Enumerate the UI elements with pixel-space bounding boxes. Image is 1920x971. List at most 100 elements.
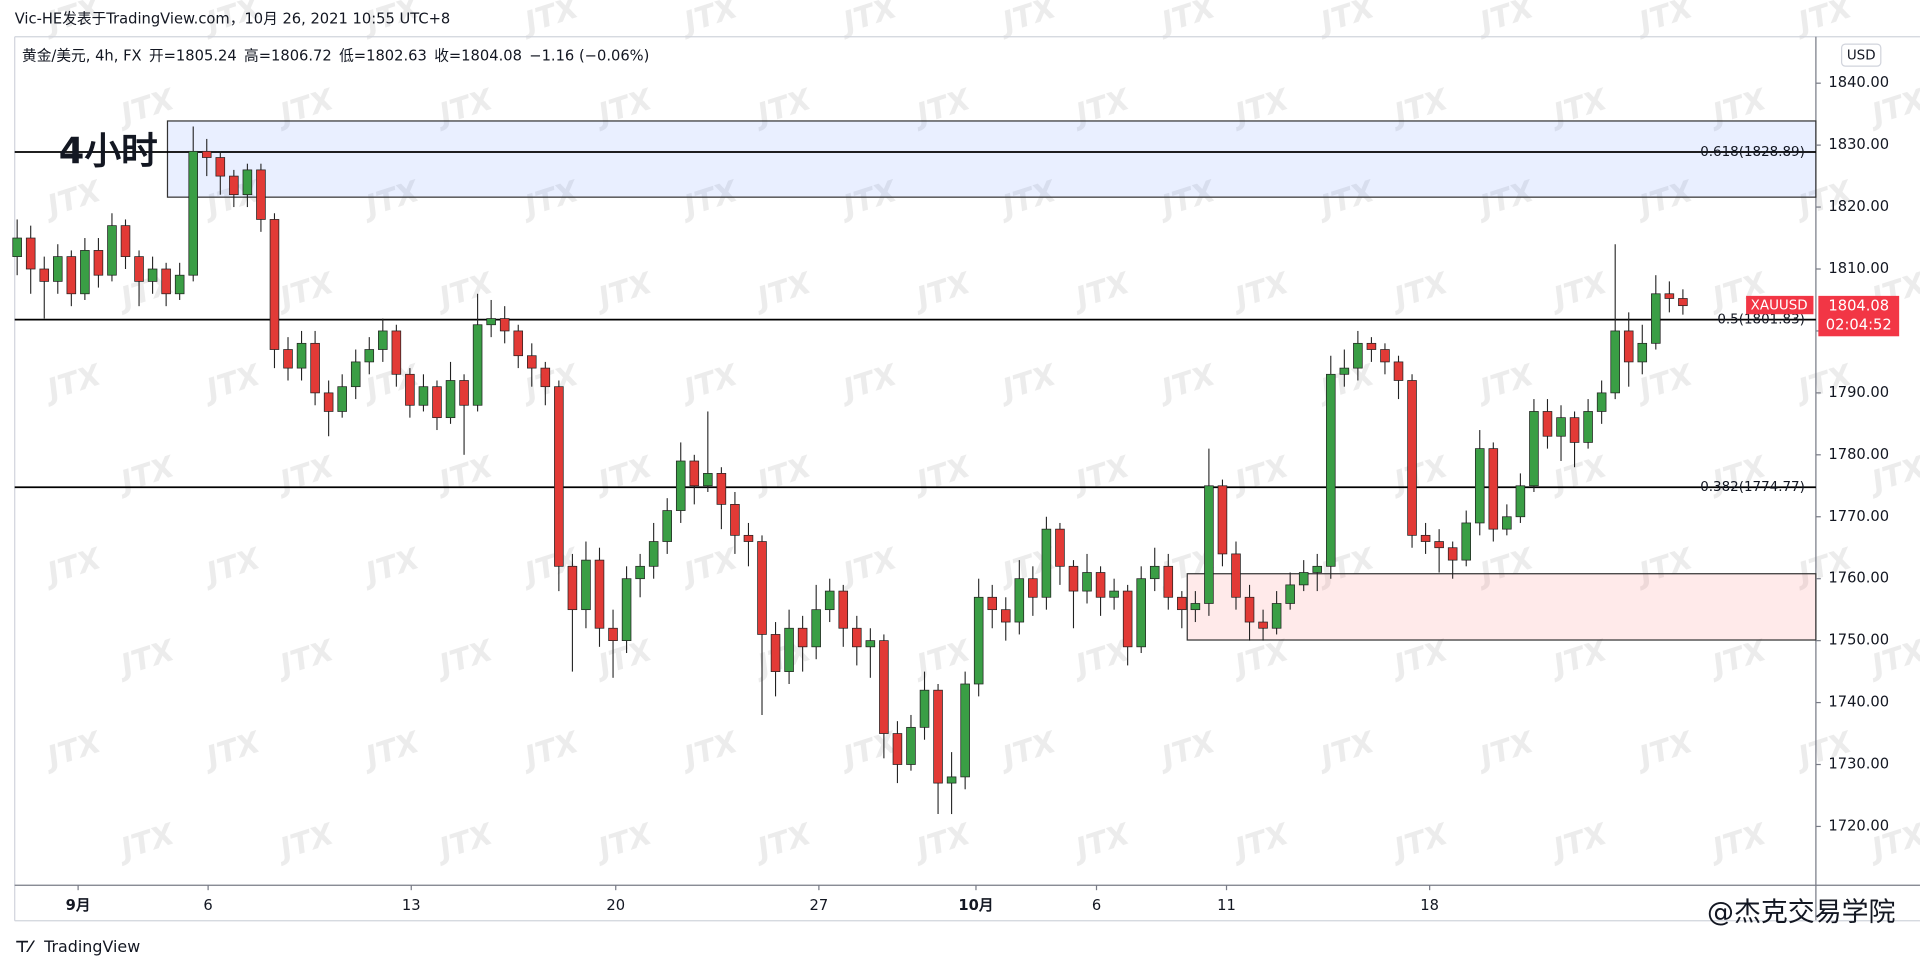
candle-body — [1380, 349, 1390, 363]
candle-body — [174, 274, 185, 295]
candle-body — [120, 225, 131, 257]
candle-body — [283, 349, 293, 369]
candle-body — [621, 578, 632, 641]
candle-body — [635, 565, 645, 580]
candle-body — [838, 590, 849, 629]
candle-body — [919, 689, 930, 728]
candle-body — [201, 150, 212, 158]
candle-body — [1095, 572, 1106, 598]
legend-item: 黄金/美元, 4h, FX — [22, 47, 142, 64]
candle-body — [1596, 392, 1607, 412]
x-tick-label: 20 — [606, 897, 625, 914]
candle-body — [459, 380, 469, 406]
candle-body — [784, 627, 794, 672]
candle-body — [1569, 417, 1580, 443]
candle-body — [1488, 448, 1499, 530]
logo-mark: ⊤⁄ — [15, 937, 36, 956]
candle-body — [1244, 596, 1255, 623]
candle-body — [1068, 565, 1079, 592]
level-label: 0.618(1828.89) — [1700, 145, 1805, 160]
candle-body — [852, 627, 862, 648]
candle-body — [161, 268, 171, 295]
currency-button[interactable] — [1841, 43, 1882, 67]
y-tick-label: 1810.00 — [1828, 260, 1889, 277]
candle-body — [1420, 534, 1431, 542]
candle-body — [1122, 590, 1133, 648]
candle-body — [242, 169, 253, 196]
candle-body — [1312, 565, 1323, 573]
candle-body — [147, 268, 158, 282]
legend-item: 开=1805.24 — [149, 47, 237, 64]
candle-body — [554, 386, 564, 567]
candle-body — [12, 237, 22, 257]
candle-body — [648, 541, 659, 567]
currency[interactable]: USD — [1847, 49, 1876, 64]
x-tick-label: 9月 — [66, 897, 91, 914]
plot: 0.618(1828.89) 0.5(1801.83) 0.382(1774.77) — [12, 120, 1817, 815]
candle-body — [1231, 553, 1241, 598]
candle-body — [337, 386, 347, 412]
candle-body — [486, 318, 496, 326]
candle-body — [689, 460, 700, 487]
candle-body — [1298, 572, 1309, 586]
candle-body — [1678, 298, 1688, 307]
candle-body — [1664, 293, 1675, 299]
candle-body — [1353, 342, 1363, 369]
candle-body — [946, 776, 957, 784]
candle-body — [391, 330, 402, 375]
candle-body — [1109, 590, 1119, 598]
candle-body — [472, 324, 483, 406]
candle-body — [1366, 342, 1377, 350]
candle-body — [906, 726, 916, 765]
candle-body — [229, 175, 239, 196]
y-tick-label: 1790.00 — [1828, 384, 1889, 401]
candle-body — [432, 386, 442, 419]
candle-body — [1556, 417, 1566, 437]
byline: Vic-HE发表于TradingView.com，10月 26, 2021 10… — [15, 11, 451, 28]
candle-body — [1447, 547, 1458, 561]
candle-body — [350, 361, 361, 388]
legend-item: 低=1802.63 — [339, 47, 427, 64]
candle-body — [1271, 603, 1282, 629]
x-tick-label: 6 — [1092, 897, 1101, 914]
candle-body — [1474, 448, 1485, 524]
candle-body — [1529, 411, 1539, 487]
candle-body — [1041, 528, 1052, 598]
zone — [166, 120, 1817, 198]
candle-body — [581, 559, 591, 611]
candle-body — [1434, 541, 1444, 549]
candle-body — [594, 559, 605, 629]
symbol-label: XAUUSD — [1751, 299, 1808, 314]
candle-body — [513, 330, 524, 357]
candle-body — [567, 565, 578, 611]
candle-body — [1542, 411, 1553, 437]
x-tick-label: 27 — [810, 897, 829, 914]
candle-body — [1014, 578, 1025, 623]
candle-body — [93, 250, 104, 276]
countdown: 02:04:52 — [1826, 316, 1892, 333]
candle-body — [662, 510, 672, 542]
zone — [1186, 573, 1817, 641]
candle-body — [323, 392, 334, 412]
candle-body — [256, 169, 266, 220]
candle-body — [608, 627, 618, 641]
y-tick-label: 1780.00 — [1828, 446, 1889, 463]
y-tick-label: 1720.00 — [1828, 817, 1889, 834]
candle-body — [188, 150, 198, 276]
legend-item: 高=1806.72 — [244, 47, 332, 64]
candle-body — [1623, 330, 1634, 363]
candle-body — [743, 534, 754, 542]
candle-body — [1285, 584, 1295, 604]
annotation: 4小时 — [59, 130, 158, 173]
candle-body — [527, 355, 537, 369]
x-tick-label: 10月 — [958, 897, 993, 914]
candle-body — [730, 504, 740, 536]
candle-body — [378, 330, 388, 350]
candle-body — [499, 318, 510, 332]
candle-body — [865, 640, 876, 648]
candle-body — [134, 256, 144, 282]
price-badge — [1818, 295, 1900, 337]
x-tick-label: 6 — [203, 897, 212, 914]
candle-body — [107, 225, 117, 276]
